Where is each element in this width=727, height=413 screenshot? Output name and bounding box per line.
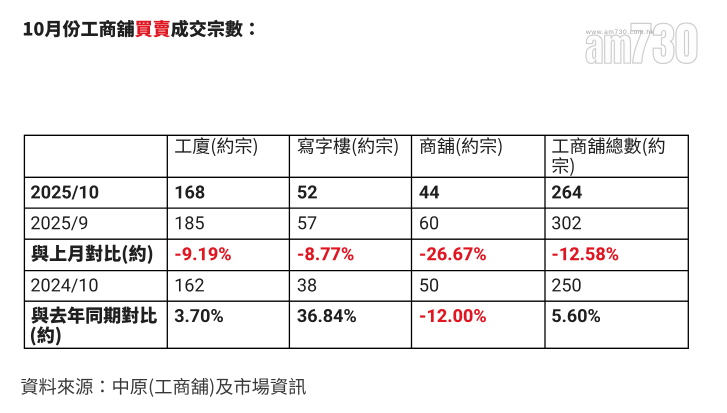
- svg-text:www.am730.com.hk: www.am730.com.hk: [585, 29, 655, 36]
